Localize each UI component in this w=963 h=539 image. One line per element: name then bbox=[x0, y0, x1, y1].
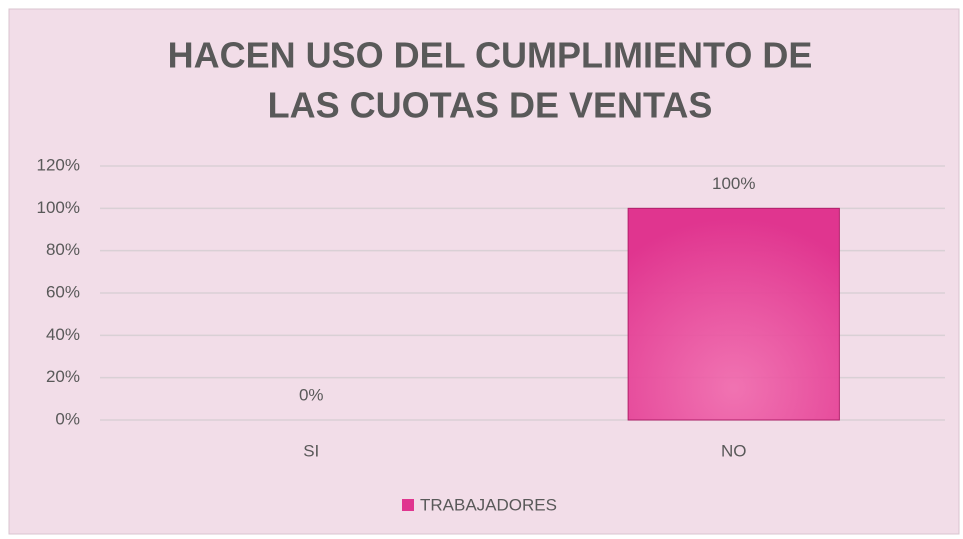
bar bbox=[627, 207, 840, 421]
y-tick-label: 100% bbox=[37, 198, 80, 217]
legend-label: TRABAJADORES bbox=[420, 495, 557, 514]
x-tick-label: NO bbox=[721, 441, 747, 460]
x-tick-label: SI bbox=[303, 441, 319, 460]
chart-title: LAS CUOTAS DE VENTAS bbox=[268, 85, 713, 126]
y-tick-label: 80% bbox=[46, 240, 80, 259]
y-tick-label: 0% bbox=[55, 409, 80, 428]
y-tick-label: 40% bbox=[46, 325, 80, 344]
chart-title: HACEN USO DEL CUMPLIMIENTO DE bbox=[168, 35, 813, 76]
y-tick-label: 120% bbox=[37, 155, 80, 174]
y-tick-label: 60% bbox=[46, 282, 80, 301]
legend-swatch bbox=[402, 499, 414, 511]
y-tick-label: 20% bbox=[46, 367, 80, 386]
data-label: 0% bbox=[299, 385, 324, 404]
data-label: 100% bbox=[712, 174, 755, 193]
